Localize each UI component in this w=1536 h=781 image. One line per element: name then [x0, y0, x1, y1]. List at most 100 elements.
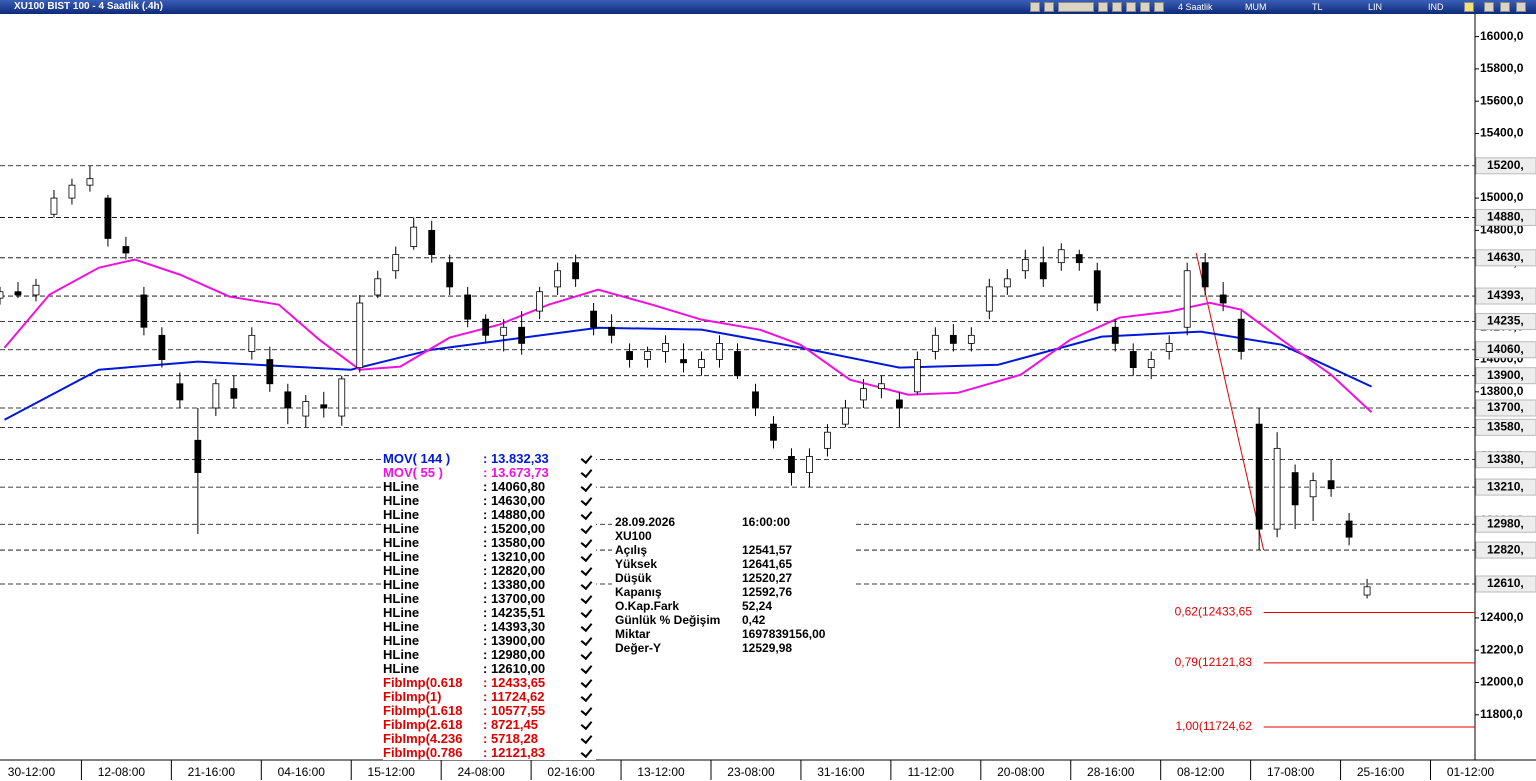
candle-body	[1021, 259, 1029, 272]
candle	[608, 314, 615, 344]
tool-icon[interactable]	[1112, 2, 1122, 12]
check-icon	[580, 493, 593, 507]
hline-label-box	[1475, 313, 1536, 331]
candle-body	[356, 302, 364, 369]
tool-icon[interactable]	[1044, 2, 1054, 12]
tool-icon[interactable]	[1098, 2, 1108, 12]
x-tick-label: 15-12:00	[368, 765, 416, 779]
hline-label-box	[1475, 451, 1536, 469]
candle-body	[212, 383, 220, 409]
legend-name: FibImp(1.618	[383, 703, 463, 718]
toolbar-button[interactable]: TL	[1312, 2, 1323, 12]
candle	[194, 407, 202, 534]
candle-body	[680, 359, 687, 364]
tool-icon[interactable]	[1140, 2, 1150, 12]
legend-name: HLine	[383, 493, 420, 508]
toolbar-button[interactable]: IND	[1428, 2, 1444, 12]
chart: 11800,012000,012200,012400,012600,012800…	[0, 14, 1536, 781]
legend-name: FibImp(0.618	[383, 675, 463, 690]
tool-icon[interactable]	[1030, 2, 1040, 12]
legend-value: : 14235,51	[483, 605, 546, 620]
legend-name: HLine	[383, 577, 420, 592]
candle-body	[788, 456, 795, 473]
legend-name: HLine	[383, 633, 420, 648]
candle	[1345, 512, 1353, 546]
window-button[interactable]	[1484, 2, 1494, 12]
candle	[967, 327, 975, 352]
candle-body	[716, 343, 723, 360]
tool-icon[interactable]	[1154, 2, 1164, 12]
tool-icon[interactable]	[1058, 2, 1094, 12]
candle-body	[1183, 270, 1191, 328]
hline-label-box	[1475, 515, 1536, 533]
candle-body	[158, 334, 166, 360]
window-button[interactable]	[1500, 2, 1510, 12]
window-button[interactable]	[1516, 2, 1526, 12]
candle-body	[176, 383, 184, 401]
legend-value: : 13.673,73	[483, 465, 549, 480]
legend-row: FibImp(1): 11724,62	[383, 689, 593, 704]
legend-name: MOV( 55 )	[383, 465, 443, 480]
candle-body	[374, 278, 382, 296]
tool-icon[interactable]	[1464, 2, 1474, 12]
candle-body	[500, 326, 508, 336]
candle-body	[1273, 447, 1281, 530]
tool-icon[interactable]	[1126, 2, 1136, 12]
legend-row: HLine: 13210,00	[383, 549, 593, 564]
candle	[1237, 311, 1245, 360]
candle	[464, 286, 472, 328]
legend-value: : 13700,00	[483, 591, 546, 606]
legend-value: : 13.832,33	[483, 451, 549, 466]
candle-body	[734, 351, 741, 377]
candle-body	[104, 197, 112, 239]
candle-body	[14, 291, 22, 296]
info-row: 28.09.2026 16:00:00	[615, 515, 855, 529]
info-time: 16:00:00	[742, 515, 791, 529]
legend-value: : 12433,65	[483, 675, 546, 690]
info-row: O.Kap.Fark 52,24	[615, 599, 855, 613]
candle-body	[392, 254, 400, 272]
candle-body	[608, 326, 615, 336]
y-tick-label: 15800,0	[1480, 61, 1524, 75]
candle-body	[1255, 423, 1263, 530]
hline-axis-label: 13900,	[1487, 368, 1524, 382]
x-tick-label: 08-12:00	[1177, 765, 1225, 779]
check-icon	[580, 479, 593, 493]
candle	[1201, 252, 1209, 295]
y-tick-label: 15400,0	[1480, 126, 1524, 140]
hline-axis-label: 14880,	[1487, 210, 1524, 224]
candle	[554, 262, 562, 295]
y-tick-label: 12200,0	[1480, 642, 1524, 656]
check-icon	[580, 591, 593, 605]
x-tick-label: 20-08:00	[997, 765, 1045, 779]
candle-body	[428, 229, 436, 255]
x-tick-label: 31-16:00	[817, 765, 865, 779]
toolbar-button[interactable]: LIN	[1368, 2, 1383, 12]
hline-label-box	[1475, 399, 1536, 417]
candle	[1219, 282, 1227, 312]
candle-body	[1309, 480, 1317, 498]
candle	[158, 327, 166, 368]
legend-value: : 14060,80	[483, 479, 546, 494]
toolbar-button[interactable]: MUM	[1245, 2, 1267, 12]
toolbar-button[interactable]: 4 Saatlik	[1178, 2, 1213, 12]
candle	[1003, 269, 1011, 295]
hline-axis-label: 13210,	[1487, 479, 1524, 493]
check-icon	[580, 689, 593, 703]
candle	[1129, 343, 1137, 376]
check-icon	[580, 535, 593, 549]
candle-body	[913, 359, 921, 393]
candle-body	[140, 294, 148, 328]
x-tick-label: 02-16:00	[547, 765, 595, 779]
hline-axis-label: 14060,	[1487, 342, 1524, 356]
candle	[1057, 243, 1065, 271]
candle	[770, 416, 777, 449]
candle	[374, 270, 382, 299]
legend-row: FibImp(4.236: 5718,28	[383, 732, 593, 746]
hline-axis-label: 12980,	[1487, 516, 1524, 530]
check-icon	[580, 549, 593, 563]
candle-body	[644, 351, 651, 360]
candle	[302, 395, 310, 428]
info-row: Miktar 1697839156,00	[615, 627, 855, 641]
candle-body	[536, 291, 544, 312]
